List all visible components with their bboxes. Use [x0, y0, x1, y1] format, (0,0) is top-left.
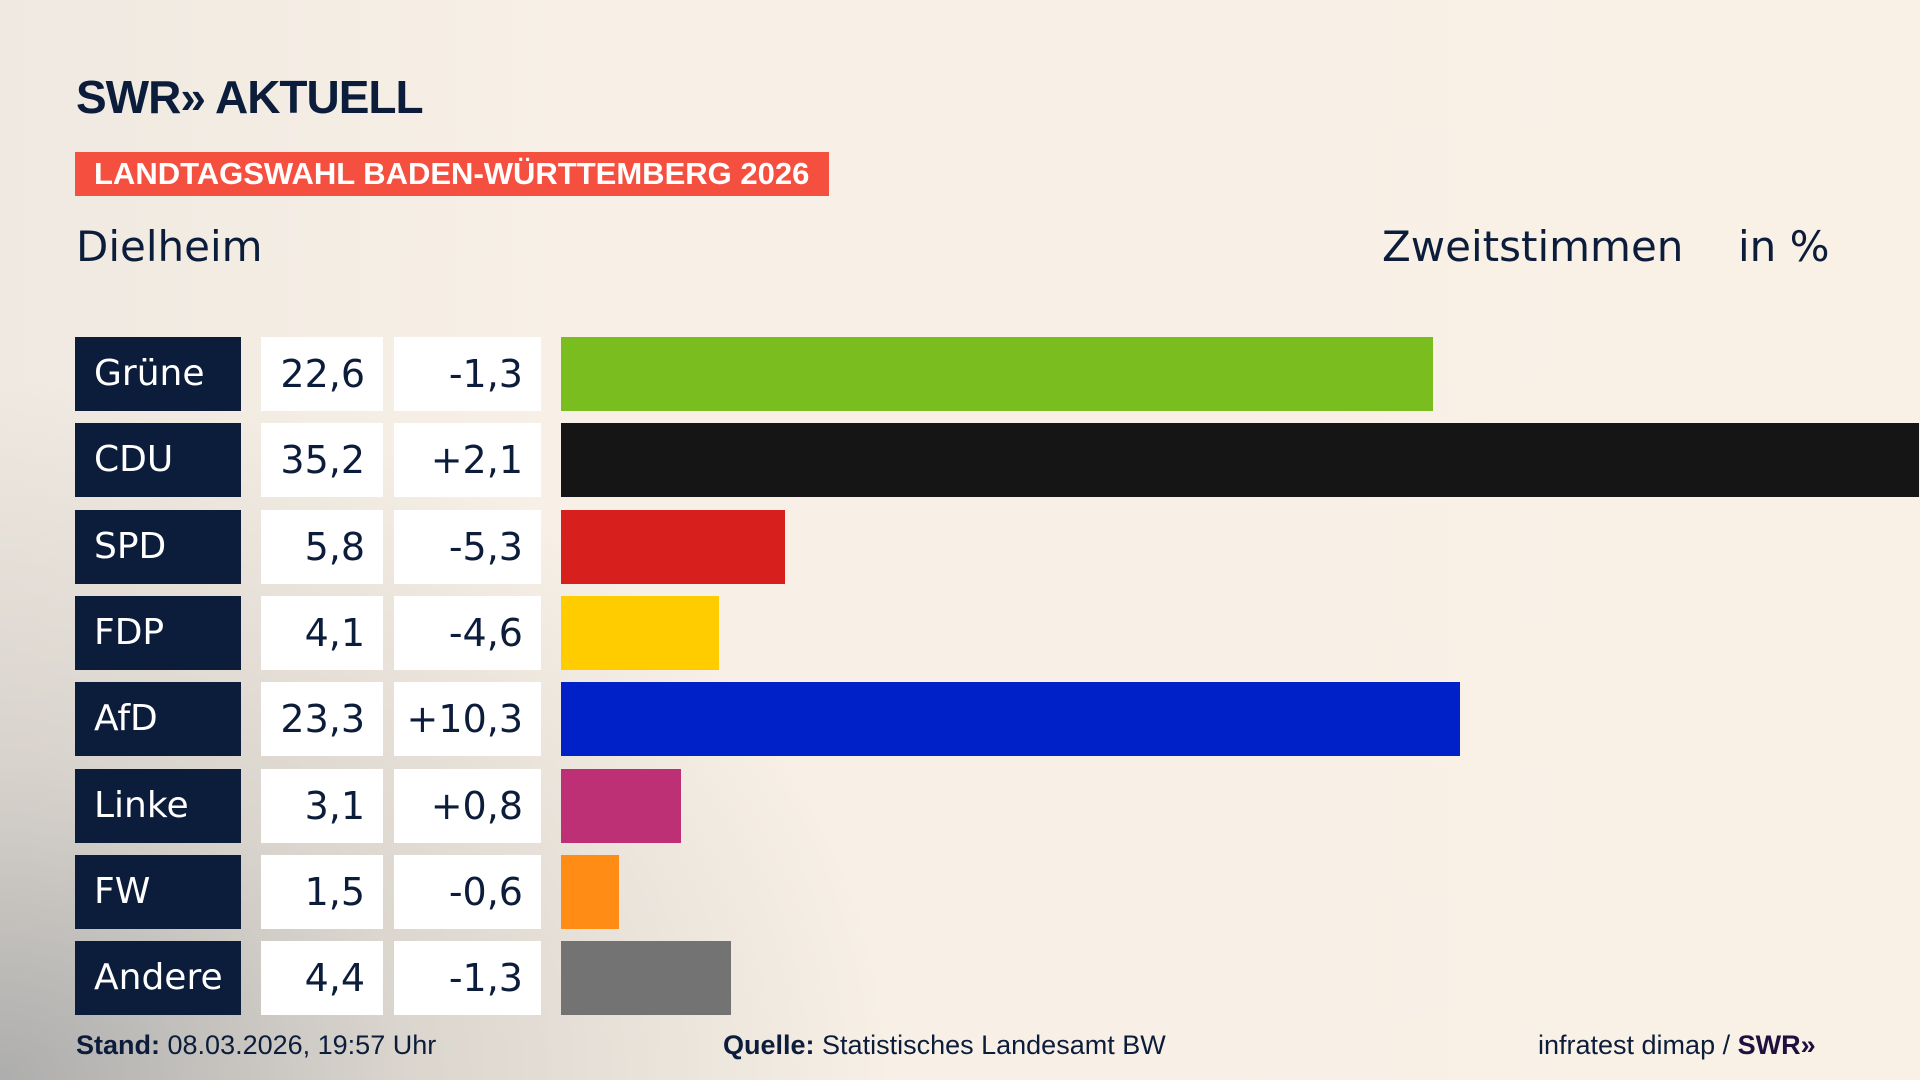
value-label: 23,3 [261, 682, 383, 757]
bar [561, 768, 681, 843]
value-label: 35,2 [261, 423, 383, 498]
change-label: -1,3 [394, 337, 541, 411]
change-label: -4,6 [394, 595, 541, 670]
source: Quelle: Statistisches Landesamt BW [723, 1030, 1166, 1061]
stand-label: Stand: [76, 1030, 160, 1060]
party-label: FDP [75, 595, 241, 670]
party-label: Linke [75, 768, 241, 843]
value-label: 3,1 [261, 768, 383, 843]
party-label: CDU [75, 423, 241, 498]
swr-aktuell-logo: SWR» AKTUELL [76, 71, 424, 123]
party-label: AfD [75, 682, 241, 757]
party-label: Grüne [75, 337, 241, 411]
bar [561, 682, 1460, 757]
timestamp: Stand: 08.03.2026, 19:57 Uhr [76, 1030, 436, 1061]
value-label: 5,8 [261, 509, 383, 584]
credit-text: infratest dimap / [1538, 1030, 1738, 1060]
value-label: 4,1 [261, 595, 383, 670]
source-label: Quelle: [723, 1030, 815, 1060]
change-label: -1,3 [394, 941, 541, 1016]
bar [561, 337, 1433, 411]
change-label: +10,3 [394, 682, 541, 757]
change-label: +2,1 [394, 423, 541, 498]
credit: infratest dimap / SWR» [1538, 1030, 1816, 1061]
bar [561, 509, 785, 584]
party-label: SPD [75, 509, 241, 584]
election-banner: LANDTAGSWAHL BADEN-WÜRTTEMBERG 2026 [75, 152, 829, 196]
party-label: FW [75, 854, 241, 929]
bar [561, 595, 720, 670]
swr-logo: SWR» [1737, 1030, 1816, 1060]
value-label: 1,5 [261, 854, 383, 929]
party-label: Andere [75, 941, 241, 1016]
vote-type: Zweitstimmen [1382, 222, 1684, 271]
value-label: 22,6 [261, 337, 383, 411]
change-label: -5,3 [394, 509, 541, 584]
value-label: 4,4 [261, 941, 383, 1016]
unit-label: in % [1738, 222, 1830, 271]
stand-value: 08.03.2026, 19:57 Uhr [167, 1030, 437, 1060]
bar [561, 423, 1919, 498]
place-title: Dielheim [76, 222, 263, 271]
bar [561, 941, 731, 1016]
change-label: -0,6 [394, 854, 541, 929]
source-value: Statistisches Landesamt BW [822, 1030, 1166, 1060]
bar [561, 854, 619, 929]
change-label: +0,8 [394, 768, 541, 843]
